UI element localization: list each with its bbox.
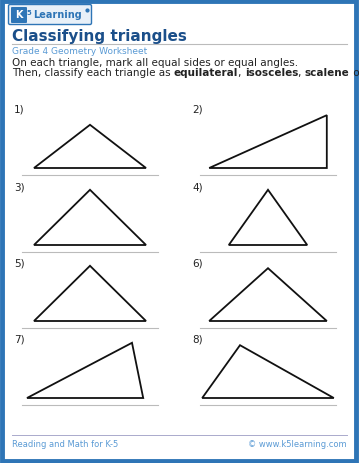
- Text: equilateral: equilateral: [174, 68, 238, 78]
- Text: 6): 6): [192, 257, 202, 268]
- Text: Classifying triangles: Classifying triangles: [12, 28, 187, 44]
- Text: Then, classify each triangle as: Then, classify each triangle as: [12, 68, 174, 78]
- Text: 4): 4): [192, 181, 202, 192]
- Text: 5: 5: [27, 10, 32, 16]
- Text: 1): 1): [14, 105, 25, 115]
- Text: 5): 5): [14, 257, 25, 268]
- FancyBboxPatch shape: [11, 8, 27, 24]
- Text: Grade 4 Geometry Worksheet: Grade 4 Geometry Worksheet: [12, 47, 147, 56]
- Text: or: or: [350, 68, 359, 78]
- Text: On each triangle, mark all equal sides or equal angles.: On each triangle, mark all equal sides o…: [12, 58, 298, 68]
- Text: 8): 8): [192, 334, 202, 344]
- Text: ,: ,: [238, 68, 245, 78]
- Text: © www.k5learning.com: © www.k5learning.com: [248, 439, 347, 449]
- Text: Reading and Math for K-5: Reading and Math for K-5: [12, 439, 118, 449]
- Text: ,: ,: [298, 68, 305, 78]
- Text: 2): 2): [192, 105, 202, 115]
- Text: scalene: scalene: [305, 68, 350, 78]
- Text: 7): 7): [14, 334, 25, 344]
- Text: isosceles: isosceles: [245, 68, 298, 78]
- Text: Learning: Learning: [33, 11, 82, 20]
- FancyBboxPatch shape: [9, 6, 92, 25]
- Text: K: K: [15, 11, 23, 20]
- Text: 3): 3): [14, 181, 25, 192]
